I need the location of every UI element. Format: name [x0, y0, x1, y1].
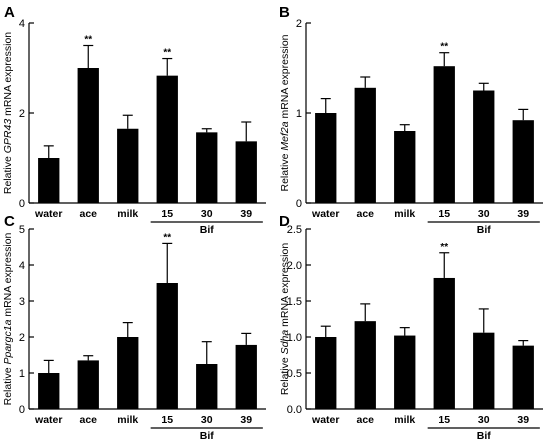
- panel-c-x-tick-label-5: 39: [240, 414, 252, 426]
- panel-b-x-tick-label-3: 15: [438, 208, 450, 220]
- panel-c-x-tick-label-0: water: [34, 414, 62, 426]
- panel-d-bar-4: [473, 332, 495, 409]
- panel-b-y-tick-label-0: 0: [296, 198, 302, 210]
- panel-a-y-axis-label-prefix: Relative: [2, 153, 14, 194]
- panel-a-bar-0: [38, 158, 60, 203]
- panel-c-y-axis-label: Relative Ppargc1a mRNA expression: [2, 232, 14, 405]
- panel-a-bar-4: [196, 132, 218, 203]
- panel-d-bar-3: [433, 277, 455, 409]
- panel-a-significance-1: **: [84, 35, 92, 46]
- panel-c-bar-3: [156, 283, 178, 409]
- panel-b-y-axis-label-prefix: Relative: [279, 151, 291, 192]
- panel-b-y-axis-label-suffix: mRNA expression: [279, 34, 291, 121]
- panel-a-x-tick-label-0: water: [34, 208, 62, 220]
- panel-c-y-tick-label-3: 3: [19, 296, 25, 308]
- panel-c-bar-5: [235, 344, 257, 409]
- panel-b-letter: B: [279, 4, 290, 21]
- panel-b-x-tick-label-2: milk: [394, 208, 415, 220]
- panel-c-bar-0: [38, 373, 60, 409]
- panel-d-x-tick-label-4: 30: [478, 414, 490, 426]
- panel-a-bar-5: [235, 141, 257, 203]
- panel-a-group-label: Bif: [200, 224, 215, 236]
- panel-b-significance-3: **: [440, 42, 448, 53]
- panel-c-y-axis-label-suffix: mRNA expression: [2, 232, 14, 319]
- panel-c-x-tick-label-2: milk: [117, 414, 138, 426]
- panel-b-bar-3: [433, 66, 455, 203]
- panel-c-y-axis-label-gene: Ppargc1a: [2, 319, 14, 364]
- panel-a-y-tick-label-2: 4: [19, 18, 25, 30]
- panel-c-y-tick-label-0: 0: [19, 404, 25, 416]
- panel-a-x-tick-label-4: 30: [201, 208, 213, 220]
- panel-b-bar-4: [473, 90, 495, 203]
- panel-a-letter: A: [4, 4, 15, 21]
- panel-d-y-tick-label-1: 0.5: [287, 368, 302, 380]
- panel-d-x-tick-label-1: ace: [356, 414, 374, 426]
- panel-d-bar-0: [315, 337, 337, 409]
- panel-c-y-axis-label-prefix: Relative: [2, 365, 14, 406]
- panel-b-y-tick-label-1: 1: [296, 108, 302, 120]
- panel-c-y-tick-label-2: 2: [19, 332, 25, 344]
- panel-c-x-tick-label-3: 15: [161, 414, 173, 426]
- panel-c-bar-4: [196, 364, 218, 409]
- panel-d-bar-1: [354, 321, 376, 409]
- panel-a-y-axis-label-gene: GPR43: [2, 119, 14, 154]
- panel-d-y-tick-label-4: 2.0: [287, 260, 302, 272]
- panel-a-y-axis-label: Relative GPR43 mRNA expression: [2, 32, 14, 194]
- panel-b-x-tick-label-0: water: [311, 208, 339, 220]
- panel-d-x-tick-label-2: milk: [394, 414, 415, 426]
- panel-c-y-tick-label-1: 1: [19, 368, 25, 380]
- panel-c-bar-1: [77, 360, 99, 409]
- panel-c-bar-2: [117, 337, 139, 409]
- panel-a-bar-1: [77, 68, 99, 203]
- panel-b-x-tick-label-5: 39: [517, 208, 529, 220]
- panel-c-x-tick-label-1: ace: [79, 414, 97, 426]
- panel-a-y-axis-label-suffix: mRNA expression: [2, 32, 14, 119]
- panel-d-y-axis-label-gene: Sdha: [279, 330, 291, 355]
- panel-b-y-axis-label-gene: Mef2a: [279, 121, 291, 150]
- panel-c-y-tick-label-4: 4: [19, 260, 25, 272]
- panel-b-bar-5: [512, 120, 534, 203]
- panel-d-y-axis-label: Relative Sdha mRNA expression: [279, 243, 291, 395]
- panel-a-y-tick-label-0: 0: [19, 198, 25, 210]
- panel-c-x-tick-label-4: 30: [201, 414, 213, 426]
- panel-d-y-tick-label-3: 1.5: [287, 296, 302, 308]
- panel-b-bar-2: [394, 131, 416, 203]
- panel-a-bar-2: [117, 128, 139, 203]
- panel-d-bar-2: [394, 335, 416, 409]
- panel-d-x-tick-label-3: 15: [438, 414, 450, 426]
- panel-d-y-tick-label-5: 2.5: [287, 224, 302, 236]
- panel-b-x-tick-label-1: ace: [356, 208, 374, 220]
- panel-c-y-tick-label-5: 5: [19, 224, 25, 236]
- panel-d-significance-3: **: [440, 242, 448, 253]
- panel-c-letter: C: [4, 213, 15, 230]
- panel-d-x-tick-label-5: 39: [517, 414, 529, 426]
- panel-a-significance-3: **: [163, 48, 171, 59]
- panel-d-y-axis-label-prefix: Relative: [279, 354, 291, 395]
- panel-d-x-tick-label-0: water: [311, 414, 339, 426]
- panel-b-bar-0: [315, 113, 337, 203]
- panel-d-y-tick-label-2: 1.0: [287, 332, 302, 344]
- panel-b-bar-1: [354, 87, 376, 203]
- panel-b-y-tick-label-2: 2: [296, 18, 302, 30]
- panel-d-letter: D: [279, 213, 290, 230]
- panel-a-bar-3: [156, 75, 178, 203]
- panel-b-x-tick-label-4: 30: [478, 208, 490, 220]
- panel-c-significance-3: **: [163, 232, 171, 243]
- panel-a-x-tick-label-1: ace: [79, 208, 97, 220]
- panel-a-x-tick-label-3: 15: [161, 208, 173, 220]
- panel-a-x-tick-label-5: 39: [240, 208, 252, 220]
- panel-c-group-label: Bif: [200, 430, 215, 442]
- panel-d-y-tick-label-0: 0.0: [287, 404, 302, 416]
- panel-b-y-axis-label: Relative Mef2a mRNA expression: [279, 34, 291, 191]
- panel-a-x-tick-label-2: milk: [117, 208, 138, 220]
- panel-a-y-tick-label-1: 2: [19, 108, 25, 120]
- panel-d-bar-5: [512, 345, 534, 409]
- panel-d-y-axis-label-suffix: mRNA expression: [279, 243, 291, 330]
- panel-b-group-label: Bif: [477, 224, 492, 236]
- panel-d-group-label: Bif: [477, 430, 492, 442]
